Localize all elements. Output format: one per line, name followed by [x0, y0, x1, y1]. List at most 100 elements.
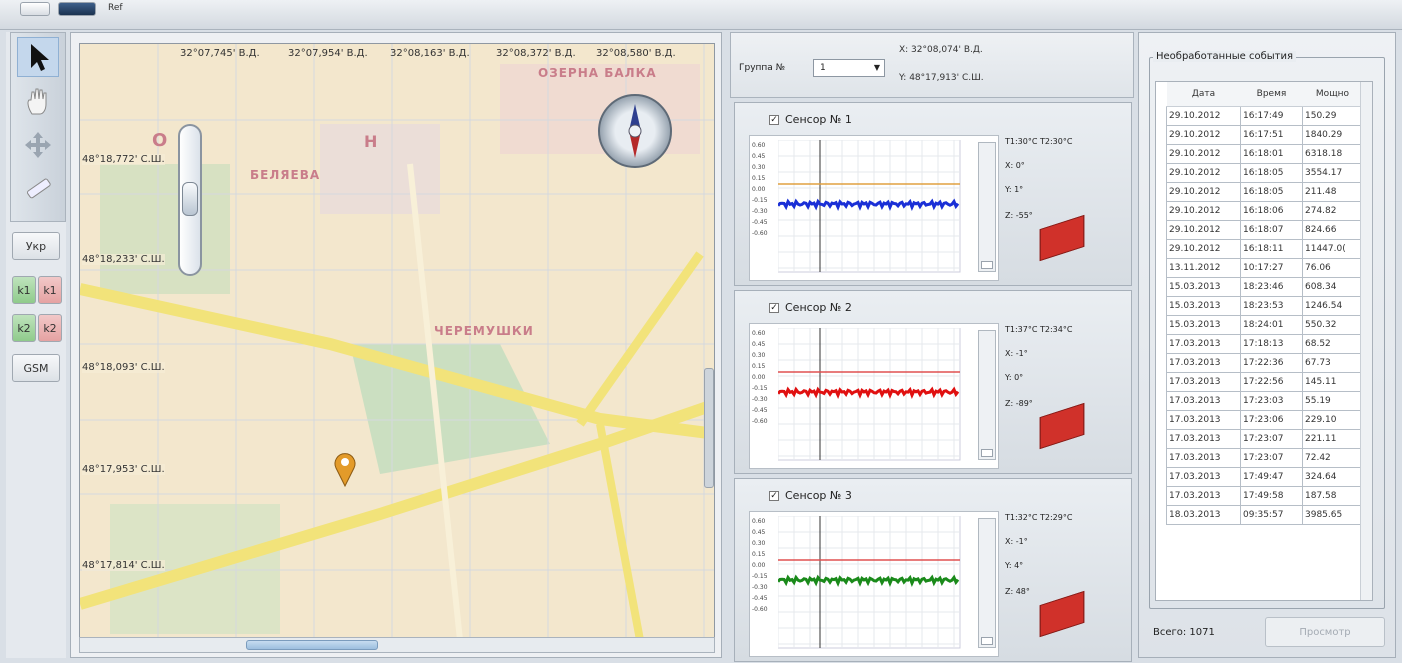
map-horizontal-scrollbar[interactable]: [79, 637, 715, 653]
table-row[interactable]: 15.03.2013 18:23:46 608.34: [1166, 276, 1363, 297]
longitude-label: 32°08,580' В.Д.: [596, 48, 676, 59]
ukr-button[interactable]: Укр: [12, 232, 60, 260]
column-header-time[interactable]: Время: [1240, 82, 1303, 107]
gsm-button[interactable]: GSM: [12, 354, 60, 382]
y-tick-label: -0.30: [752, 584, 768, 591]
cell-date: 17.03.2013: [1166, 409, 1241, 430]
location-pin-icon[interactable]: [330, 448, 360, 488]
sensor-signal: [778, 516, 961, 649]
table-row[interactable]: 29.10.2012 16:17:51 1840.29: [1166, 124, 1363, 145]
sensor-z-angle: Z: -55°: [1005, 211, 1033, 220]
table-row[interactable]: 17.03.2013 17:23:07 72.42: [1166, 447, 1363, 468]
column-header-date[interactable]: Дата: [1166, 82, 1241, 107]
table-row[interactable]: 15.03.2013 18:24:01 550.32: [1166, 314, 1363, 335]
longitude-label: 32°07,745' В.Д.: [180, 48, 260, 59]
table-row[interactable]: 17.03.2013 17:18:13 68.52: [1166, 333, 1363, 354]
coord-y: Y: 48°17,913' С.Ш.: [899, 73, 984, 83]
events-table-container[interactable]: Дата Время Мощно 29.10.2012 16:17:49 150.2…: [1155, 81, 1373, 601]
sensor-temperatures: T1:32°C T2:29°C: [1005, 513, 1073, 522]
group-select[interactable]: 1 ▼: [813, 59, 885, 77]
sensor-slider[interactable]: [978, 142, 996, 272]
column-header-power[interactable]: Мощно: [1302, 82, 1363, 107]
k1-button-a[interactable]: k1: [12, 276, 36, 304]
table-row[interactable]: 29.10.2012 16:18:01 6318.18: [1166, 143, 1363, 164]
sensor-x-angle: X: 0°: [1005, 161, 1025, 170]
table-row[interactable]: 17.03.2013 17:23:07 221.11: [1166, 428, 1363, 449]
cell-time: 17:23:07: [1240, 447, 1303, 468]
toolbar-button[interactable]: [20, 2, 50, 16]
map-vertical-scrollbar[interactable]: [704, 368, 714, 488]
cell-time: 18:24:01: [1240, 314, 1303, 335]
k2-button-a[interactable]: k2: [12, 314, 36, 342]
slider-thumb[interactable]: [981, 261, 993, 269]
compass-icon[interactable]: [598, 94, 672, 168]
longitude-label: 32°08,372' В.Д.: [496, 48, 576, 59]
sensor-title: Сенсор № 2: [785, 301, 852, 314]
orientation-cube-icon: [1039, 402, 1085, 450]
y-tick-label: 0.00: [752, 562, 766, 569]
cell-date: 17.03.2013: [1166, 390, 1241, 411]
hand-tool[interactable]: [17, 81, 59, 121]
map-view[interactable]: 32°07,745' В.Д. 32°07,954' В.Д. 32°08,16…: [79, 43, 715, 639]
y-tick-label: 0.00: [752, 374, 766, 381]
sensor-slider[interactable]: [978, 518, 996, 648]
coord-x: X: 32°08,074' В.Д.: [899, 45, 983, 55]
cell-date: 29.10.2012: [1166, 238, 1241, 259]
table-row[interactable]: 17.03.2013 17:22:36 67.73: [1166, 352, 1363, 373]
sensor-checkbox[interactable]: ✓: [769, 303, 779, 313]
cell-time: 17:18:13: [1240, 333, 1303, 354]
table-row[interactable]: 17.03.2013 17:49:47 324.64: [1166, 466, 1363, 487]
y-tick-label: 0.00: [752, 186, 766, 193]
move-tool[interactable]: [17, 125, 59, 165]
pointer-tool[interactable]: [17, 37, 59, 77]
cell-time: 16:18:07: [1240, 219, 1303, 240]
table-row[interactable]: 29.10.2012 16:18:11 11447.0(: [1166, 238, 1363, 259]
table-row[interactable]: 29.10.2012 16:18:06 274.82: [1166, 200, 1363, 221]
zoom-slider-thumb[interactable]: [182, 182, 198, 216]
cell-date: 13.11.2012: [1166, 257, 1241, 278]
table-row[interactable]: 17.03.2013 17:23:06 229.10: [1166, 409, 1363, 430]
cell-date: 15.03.2013: [1166, 295, 1241, 316]
k2-button-b[interactable]: k2: [38, 314, 62, 342]
map-panel: 32°07,745' В.Д. 32°07,954' В.Д. 32°08,16…: [70, 32, 722, 658]
table-row[interactable]: 17.03.2013 17:22:56 145.11: [1166, 371, 1363, 392]
cell-date: 29.10.2012: [1166, 200, 1241, 221]
slider-thumb[interactable]: [981, 637, 993, 645]
cell-date: 15.03.2013: [1166, 314, 1241, 335]
cell-time: 17:49:47: [1240, 466, 1303, 487]
y-tick-label: -0.30: [752, 396, 768, 403]
cell-time: 18:23:46: [1240, 276, 1303, 297]
cell-power: 55.19: [1302, 390, 1363, 411]
cell-time: 16:18:11: [1240, 238, 1303, 259]
scrollbar-thumb[interactable]: [246, 640, 378, 650]
cell-power: 1246.54: [1302, 295, 1363, 316]
table-row[interactable]: 13.11.2012 10:17:27 76.06: [1166, 257, 1363, 278]
cell-time: 16:18:05: [1240, 181, 1303, 202]
cell-power: 76.06: [1302, 257, 1363, 278]
table-row[interactable]: 29.10.2012 16:18:07 824.66: [1166, 219, 1363, 240]
zoom-slider[interactable]: [178, 124, 202, 276]
district-label: БЕЛЯЕВА: [250, 168, 321, 182]
table-row[interactable]: 15.03.2013 18:23:53 1246.54: [1166, 295, 1363, 316]
table-row[interactable]: 29.10.2012 16:17:49 150.29: [1166, 105, 1363, 126]
view-button[interactable]: Просмотр: [1265, 617, 1385, 647]
ruler-tool[interactable]: [17, 169, 59, 209]
sensor-checkbox[interactable]: ✓: [769, 115, 779, 125]
y-tick-label: 0.30: [752, 352, 766, 359]
table-row[interactable]: 29.10.2012 16:18:05 211.48: [1166, 181, 1363, 202]
table-row[interactable]: 17.03.2013 17:49:58 187.58: [1166, 485, 1363, 506]
cell-time: 18:23:53: [1240, 295, 1303, 316]
toolbar-button[interactable]: [58, 2, 96, 16]
k1-button-b[interactable]: k1: [38, 276, 62, 304]
table-row[interactable]: 17.03.2013 17:23:03 55.19: [1166, 390, 1363, 411]
group-label: Группа №: [739, 63, 786, 73]
cell-time: 17:23:03: [1240, 390, 1303, 411]
sensor-checkbox[interactable]: ✓: [769, 491, 779, 501]
slider-thumb[interactable]: [981, 449, 993, 457]
table-row[interactable]: 18.03.2013 09:35:57 3985.65: [1166, 504, 1363, 525]
sensor-slider[interactable]: [978, 330, 996, 460]
sensor-plot: 0.60 0.45 0.30 0.15 0.00 -0.15 -0.30 -0.45 -0.60: [749, 511, 999, 657]
table-scrollbar[interactable]: [1360, 82, 1372, 600]
sensor-x-angle: X: -1°: [1005, 537, 1028, 546]
table-row[interactable]: 29.10.2012 16:18:05 3554.17: [1166, 162, 1363, 183]
